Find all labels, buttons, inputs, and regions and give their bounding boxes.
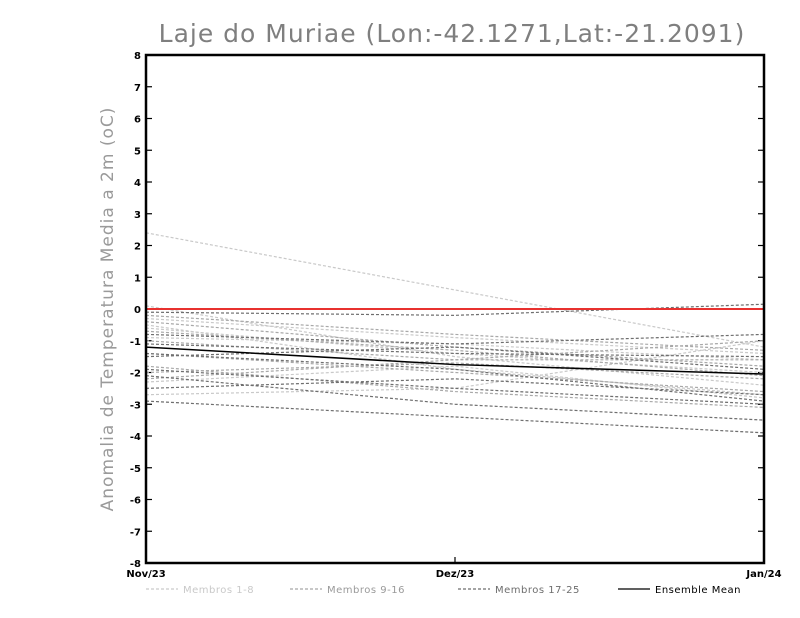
series-line-group1-member7	[145, 324, 765, 396]
series-line-group3-member4	[145, 352, 765, 402]
legend-label: Ensemble Mean	[655, 585, 741, 596]
plot-frame	[144, 53, 766, 565]
y-tick-label: 4	[134, 178, 141, 189]
series-line-group3-member7	[145, 400, 765, 434]
series-line-group3-member3	[145, 343, 765, 358]
series-line-group1-member3	[145, 317, 765, 355]
series-line-group2-member7	[145, 340, 765, 380]
series-line-group2-member8	[145, 330, 765, 377]
y-tick-label: 1	[134, 273, 141, 284]
y-tick-label: 6	[134, 115, 141, 126]
y-axis-label: Anomalia de Temperatura Media a 2m (oC)	[98, 107, 118, 512]
series-line-group2-member6	[145, 365, 765, 409]
series-line-group3-member2	[145, 333, 765, 345]
y-tick-label: -8	[130, 559, 141, 570]
series-line-group1-member5	[145, 340, 765, 396]
series-line-group1-member8	[145, 336, 765, 361]
chart-title: Laje do Muriae (Lon:-42.1271,Lat:-21.209…	[159, 19, 746, 48]
series-line-group1-member1	[145, 232, 765, 348]
y-tick-label: -3	[130, 400, 141, 411]
series-line-group3-member6	[145, 375, 765, 421]
y-tick-label: 3	[134, 210, 141, 221]
legend-label: Membros 17-25	[495, 585, 580, 596]
x-tick-label: Jan/24	[745, 569, 781, 580]
x-tick-label: Dez/23	[436, 569, 475, 580]
y-tick-label: 0	[134, 305, 141, 316]
y-axis-ticks: -8 -7 -6 -5 -4 -3 -2 -1 0 1 2 3 4 5 6 7 8	[130, 51, 764, 570]
series-line-group2-member5	[145, 314, 765, 351]
x-tick-label: Nov/23	[126, 569, 165, 580]
series-line-group3-member9	[145, 378, 765, 396]
y-tick-label: 2	[134, 242, 141, 253]
series-line-group2-member3	[145, 352, 765, 393]
ensemble-mean-line	[145, 346, 765, 375]
series-line-group1-member4	[145, 327, 765, 374]
y-tick-label: -1	[130, 337, 141, 348]
legend: Membros 1-8 Membros 9-16 Membros 17-25 Ense…	[146, 585, 741, 596]
ensemble-mean-layer	[145, 346, 765, 375]
series-line-group3-member5	[145, 368, 765, 405]
series-line-group3-member8	[145, 346, 765, 370]
series-line-group1-member2	[145, 305, 765, 386]
legend-label: Membros 1-8	[183, 585, 254, 596]
legend-label: Membros 9-16	[327, 585, 405, 596]
y-tick-label: 5	[134, 146, 141, 157]
series-layer	[145, 232, 765, 434]
y-tick-label: 7	[134, 83, 141, 94]
x-axis-ticks: Nov/23 Dez/23 Jan/24	[126, 557, 782, 580]
y-tick-label: -2	[130, 369, 141, 380]
y-tick-label: -6	[130, 496, 141, 507]
series-line-group3-member1	[145, 303, 765, 316]
series-line-group2-member2	[145, 340, 764, 361]
y-tick-label: -5	[130, 464, 141, 475]
series-line-group2-member4	[145, 362, 765, 380]
y-tick-label: -7	[130, 527, 141, 538]
y-tick-label: -4	[130, 432, 141, 443]
y-tick-label: 8	[134, 51, 141, 62]
series-line-group1-member6	[145, 365, 765, 399]
